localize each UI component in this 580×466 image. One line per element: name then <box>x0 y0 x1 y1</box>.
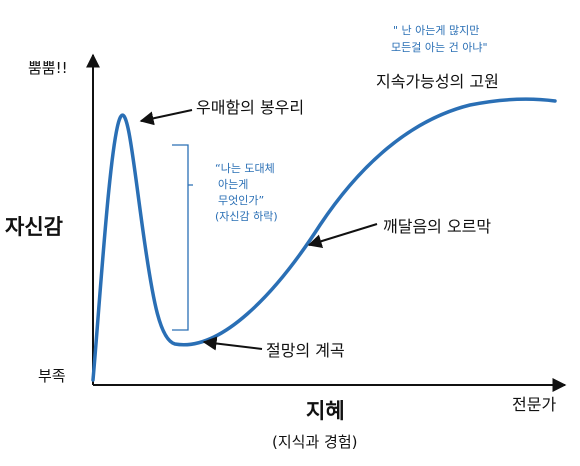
plateau-quote-line2: 모든걸 아는 건 아냐" <box>391 41 488 54</box>
y-bottom-label: 부족 <box>38 367 66 385</box>
valley-quote-line4: (자신감 하락) <box>215 209 278 223</box>
drop-bracket <box>172 144 193 331</box>
plateau-quote-line1: " 난 아는게 많지만 <box>393 24 479 37</box>
valley-quote-line2: 아는게 <box>218 178 248 191</box>
confidence-curve <box>91 97 557 382</box>
valley-label: 절망의 계곡 <box>266 341 345 360</box>
slope-arrow <box>307 223 378 248</box>
x-end-label: 전문가 <box>512 395 556 414</box>
valley-arrow <box>202 336 263 351</box>
plateau-label: 지속가능성의 고원 <box>376 72 499 91</box>
peak-arrow <box>139 109 193 126</box>
peak-label: 우매함의 봉우리 <box>196 98 304 117</box>
y-axis-label: 자신감 <box>5 215 63 239</box>
valley-quote-line3: 무엇인가” <box>218 194 264 207</box>
valley-quote-line1: “나는 도대체 <box>215 162 275 175</box>
x-axis-label: 지혜 <box>306 399 345 423</box>
x-axis-sublabel: (지식과 경험) <box>272 433 357 451</box>
slope-label: 깨달음의 오르막 <box>383 217 491 236</box>
y-top-label: 뿜뿜!! <box>28 59 68 77</box>
